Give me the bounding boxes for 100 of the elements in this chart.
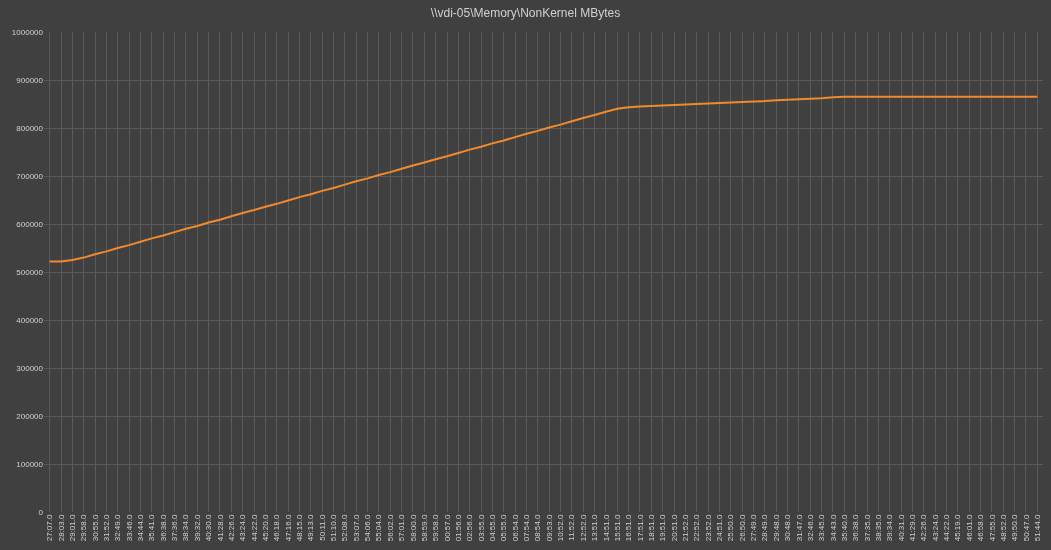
x-tick-label: 59:58.0 [431, 514, 441, 542]
x-tick-label: 04:55.0 [488, 514, 498, 542]
x-tick-label: 09:53.0 [544, 514, 554, 542]
x-tick-label: 50:11.0 [317, 514, 327, 541]
x-tick-label: 23:52.0 [703, 514, 713, 542]
y-tick-label: 400000 [16, 315, 44, 325]
x-tick-label: 47:16.0 [283, 514, 293, 542]
y-tick-label: 600000 [16, 219, 44, 229]
x-tick-label: 52:08.0 [340, 514, 350, 542]
x-tick-label: 17:51.0 [635, 514, 645, 542]
y-tick-label: 100000 [16, 459, 44, 469]
x-tick-label: 49:13.0 [306, 514, 316, 542]
x-tick-label: 30:55.0 [90, 514, 100, 542]
x-tick-label: 39:32.0 [192, 514, 202, 542]
x-tick-label: 00:57.0 [442, 514, 452, 542]
x-tick-label: 31:47.0 [794, 514, 804, 542]
x-tick-label: 22:52.0 [692, 514, 702, 542]
x-tick-label: 18:51.0 [646, 514, 656, 542]
x-tick-label: 28:03.0 [56, 514, 66, 542]
x-tick-label: 31:52.0 [102, 514, 112, 542]
x-tick-label: 06:54.0 [510, 514, 520, 542]
x-tick-label: 47:55.0 [987, 514, 997, 542]
x-tick-label: 16:51.0 [624, 514, 634, 542]
x-tick-label: 40:31.0 [896, 514, 906, 542]
x-tick-label: 58:59.0 [419, 514, 429, 542]
x-tick-label: 10:52.0 [556, 514, 566, 542]
x-tick-label: 46:58.0 [976, 514, 986, 542]
x-tick-label: 50:47.0 [1021, 514, 1031, 542]
x-tick-label: 58:00.0 [408, 514, 418, 542]
x-tick-label: 27:49.0 [749, 514, 759, 542]
x-tick-label: 32:46.0 [805, 514, 815, 542]
x-tick-label: 01:56.0 [453, 514, 463, 542]
x-tick-label: 21:52.0 [681, 514, 690, 542]
x-tick-label: 43:24.0 [238, 514, 248, 542]
y-tick-label: 300000 [16, 363, 44, 373]
x-tick-label: 29:01.0 [67, 514, 77, 542]
x-tick-label: 38:35.0 [873, 514, 883, 542]
x-tick-label: 55:04.0 [374, 514, 384, 542]
x-tick-label: 57:01.0 [397, 514, 407, 542]
x-tick-label: 11:52.0 [567, 514, 577, 541]
x-tick-label: 40:30.0 [204, 514, 214, 542]
x-tick-label: 45:20.0 [260, 514, 270, 542]
x-tick-label: 29:48.0 [771, 514, 781, 542]
x-tick-label: 48:15.0 [295, 514, 305, 542]
x-tick-label: 25:50.0 [726, 514, 736, 542]
x-tick-label: 41:28.0 [215, 514, 225, 542]
x-tick-label: 56:02.0 [385, 514, 395, 542]
x-tick-label: 45:19.0 [953, 514, 963, 542]
x-tick-label: 35:40.0 [839, 514, 849, 542]
x-tick-label: 20:51.0 [669, 514, 679, 542]
x-tick-label: 34:44.0 [136, 514, 146, 542]
x-tick-label: 13:51.0 [590, 514, 600, 542]
x-tick-label: 42:26.0 [919, 514, 929, 542]
x-tick-label: 32:49.0 [113, 514, 123, 542]
x-tick-label: 30:48.0 [783, 514, 793, 542]
x-tick-label: 33:46.0 [124, 514, 134, 542]
y-tick-label: 0 [38, 507, 44, 517]
x-tick-label: 48:52.0 [998, 514, 1008, 542]
x-tick-label: 43:24.0 [930, 514, 940, 542]
y-tick-label: 800000 [16, 123, 44, 133]
y-tick-label: 900000 [16, 75, 44, 85]
chart-title: \\vdi-05\Memory\NonKernel MBytes [430, 5, 621, 20]
y-tick-label: 700000 [16, 171, 44, 181]
x-tick-label: 38:34.0 [181, 514, 191, 542]
x-tick-label: 49:50.0 [1010, 514, 1020, 542]
x-tick-label: 36:38.0 [158, 514, 168, 542]
x-tick-label: 42:26.0 [226, 514, 236, 542]
x-tick-label: 15:51.0 [612, 514, 622, 542]
x-tick-label: 05:55.0 [499, 514, 509, 542]
x-tick-label: 53:07.0 [351, 514, 361, 542]
x-tick-label: 36:38.0 [851, 514, 861, 542]
x-tick-label: 27:07.0 [45, 514, 55, 542]
x-tick-label: 37:35.0 [862, 514, 872, 542]
x-tick-label: 34:43.0 [828, 514, 838, 542]
x-tick-label: 28:49.0 [760, 514, 770, 542]
x-tick-label: 07:54.0 [522, 514, 532, 542]
x-tick-label: 14:51.0 [601, 514, 611, 542]
x-tick-label: 39:34.0 [885, 514, 895, 542]
x-tick-label: 26:50.0 [737, 514, 747, 542]
x-tick-label: 51:10.0 [329, 514, 339, 542]
x-tick-label: 12:52.0 [578, 514, 588, 542]
x-tick-label: 29:58.0 [79, 514, 89, 542]
x-tick-label: 24:51.0 [715, 514, 725, 542]
x-tick-label: 51:44.0 [1032, 514, 1042, 542]
x-tick-label: 02:56.0 [465, 514, 475, 542]
x-tick-label: 35:41.0 [147, 514, 157, 542]
x-tick-label: 08:54.0 [533, 514, 543, 542]
x-tick-label: 37:36.0 [170, 514, 180, 542]
line-series [48, 95, 1039, 263]
x-tick-label: 44:22.0 [249, 514, 259, 542]
x-tick-label: 54:06.0 [363, 514, 373, 542]
x-tick-label: 33:45.0 [817, 514, 827, 542]
x-tick-label: 19:51.0 [658, 514, 668, 542]
y-tick-label: 200000 [16, 411, 44, 421]
x-tick-label: 03:55.0 [476, 514, 486, 542]
y-tick-label: 500000 [16, 267, 44, 277]
x-tick-label: 46:18.0 [272, 514, 282, 542]
x-tick-label: 44:22.0 [942, 514, 952, 542]
y-tick-label: 1000000 [11, 27, 44, 37]
x-tick-label: 41:29.0 [908, 514, 918, 542]
